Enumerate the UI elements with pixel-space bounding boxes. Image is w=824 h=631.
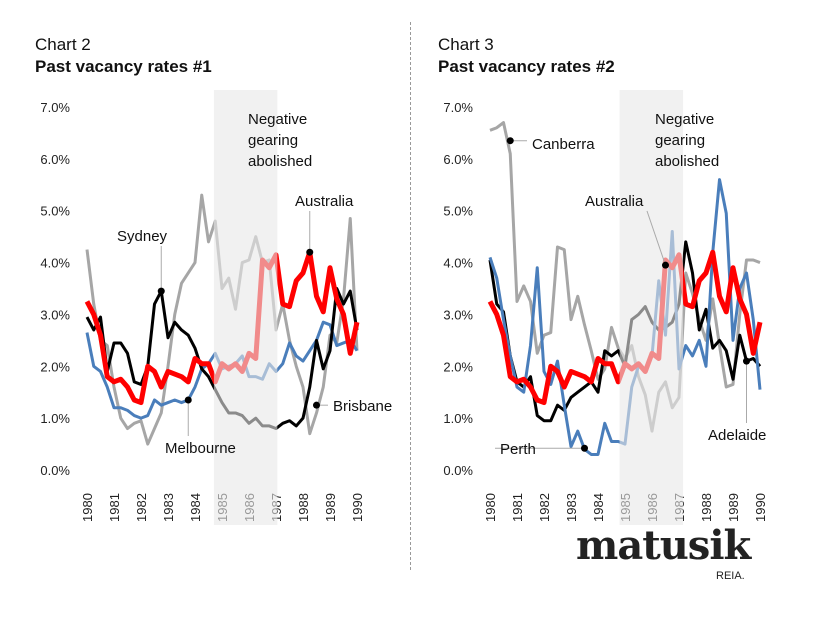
- annotation-dot: [306, 248, 314, 256]
- chart2: 0.0% 1.0% 2.0% 3.0% 4.0% 5.0% 6.0% 7.0% 1980 1981…: [40, 90, 392, 525]
- divider: [410, 22, 411, 570]
- shade-label: Negative: [248, 111, 307, 128]
- chart3-title-block: Chart 3 Past vacancy rates #2: [438, 34, 615, 78]
- x-tick-label: 1982: [537, 493, 552, 522]
- x-tick-label: 1980: [80, 493, 95, 522]
- x-tick-label: 1988: [699, 493, 714, 522]
- chart2-title: Chart 2: [35, 35, 91, 54]
- y-tick-label: 6.0%: [40, 152, 70, 167]
- y-tick-label: 4.0%: [443, 256, 473, 271]
- x-tick-label: 1989: [323, 493, 338, 522]
- chart2-title-block: Chart 2 Past vacancy rates #1: [35, 34, 212, 78]
- x-tick-label: 1981: [510, 493, 525, 522]
- negative-gearing-shade: [619, 90, 684, 525]
- x-tick-label: 1990: [350, 493, 365, 522]
- x-tick-label: 1983: [161, 493, 176, 522]
- logo-sub: REIA.: [716, 570, 745, 582]
- chart3-subtitle: Past vacancy rates #2: [438, 57, 615, 76]
- x-tick-label: 1980: [483, 493, 498, 522]
- negative-gearing-shade: [213, 90, 278, 525]
- chart3-title: Chart 3: [438, 35, 494, 54]
- y-tick-label: 1.0%: [443, 411, 473, 426]
- y-tick-label: 0.0%: [443, 463, 473, 478]
- y-tick-label: 2.0%: [40, 359, 70, 374]
- x-tick-label: 1984: [188, 493, 203, 522]
- shade-label: abolished: [655, 153, 719, 170]
- chart2-subtitle: Past vacancy rates #1: [35, 57, 212, 76]
- y-tick-label: 1.0%: [40, 411, 70, 426]
- y-tick-label: 7.0%: [443, 100, 473, 115]
- y-tick-label: 2.0%: [443, 359, 473, 374]
- shade-label: abolished: [248, 153, 312, 170]
- annotation-label-sydney: Sydney: [117, 228, 168, 245]
- x-tick-label: 1984: [591, 493, 606, 522]
- annotation-dot: [184, 396, 192, 404]
- y-tick-label: 7.0%: [40, 100, 70, 115]
- x-tick-label: 1990: [753, 493, 768, 522]
- shade-label: gearing: [248, 132, 298, 149]
- y-tick-label: 0.0%: [40, 463, 70, 478]
- annotation-label-australia: Australia: [585, 193, 644, 210]
- annotation-label-brisbane: Brisbane: [333, 398, 392, 415]
- annotation-label-melbourne: Melbourne: [165, 440, 236, 457]
- chart3: 0.0% 1.0% 2.0% 3.0% 4.0% 5.0% 6.0% 7.0% 1980 1981…: [443, 90, 768, 525]
- annotation-label-perth: Perth: [500, 441, 536, 458]
- annotation-dot: [743, 357, 750, 365]
- annotation-label-canberra: Canberra: [532, 136, 595, 153]
- annotation-dot: [506, 137, 514, 145]
- annotation-label-australia: Australia: [295, 193, 354, 210]
- x-tick-label: 1982: [134, 493, 149, 522]
- shade-label: gearing: [655, 132, 705, 149]
- y-tick-label: 5.0%: [443, 204, 473, 219]
- x-tick-label: 1981: [107, 493, 122, 522]
- y-tick-label: 3.0%: [443, 307, 473, 322]
- y-tick-label: 3.0%: [40, 307, 70, 322]
- y-tick-label: 5.0%: [40, 204, 70, 219]
- annotation-leader: [646, 210, 666, 266]
- annotation-dot: [662, 261, 669, 269]
- y-tick-label: 6.0%: [443, 152, 473, 167]
- annotation-dot: [157, 287, 165, 295]
- logo: matusik: [576, 522, 751, 569]
- x-tick-label: 1989: [726, 493, 741, 522]
- x-tick-label: 1988: [296, 493, 311, 522]
- annotation-label-adelaide: Adelaide: [708, 427, 766, 444]
- shade-label: Negative: [655, 111, 714, 128]
- x-tick-label: 1983: [564, 493, 579, 522]
- annotation-dot: [581, 444, 588, 452]
- y-tick-label: 4.0%: [40, 256, 70, 271]
- annotation-dot: [313, 401, 320, 409]
